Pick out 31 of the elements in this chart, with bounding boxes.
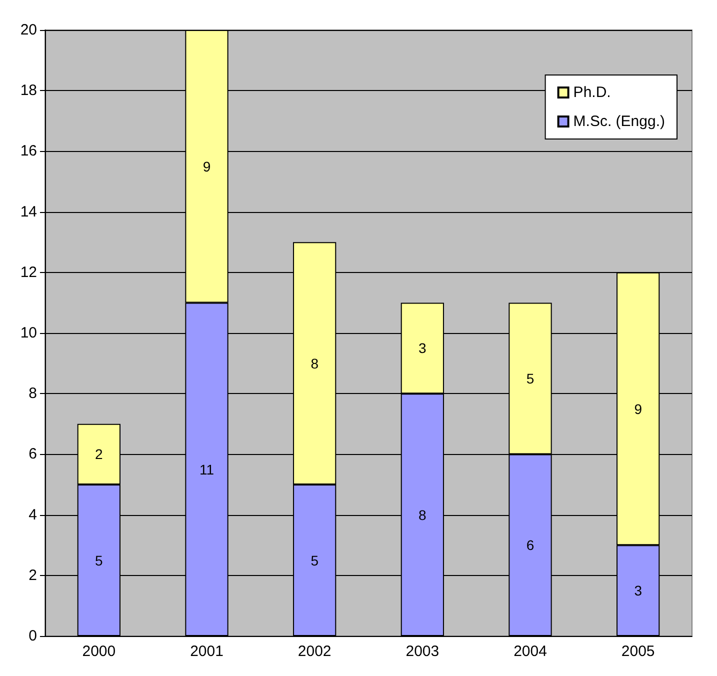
data-label: 8: [418, 506, 427, 523]
y-tick-label: 18: [20, 82, 37, 100]
legend-label: M.Sc. (Engg.): [573, 113, 666, 130]
data-label: 11: [199, 461, 214, 478]
y-tick-label: 4: [28, 506, 37, 524]
data-label: 3: [634, 582, 642, 599]
data-label: 3: [418, 340, 427, 356]
y-tick-label: 10: [20, 324, 37, 342]
data-label: 9: [202, 158, 211, 174]
y-tick-label: 20: [20, 22, 37, 38]
x-tick-label: 2001: [190, 643, 224, 660]
x-tick-label: 2005: [621, 643, 655, 660]
data-label: 6: [526, 537, 534, 554]
y-tick-label: 6: [28, 446, 37, 463]
x-tick-label: 2000: [82, 643, 116, 660]
x-tick-label: 2002: [298, 643, 332, 660]
y-tick-label: 0: [28, 628, 37, 644]
data-label: 2: [95, 446, 104, 462]
legend-label: Ph.D.: [573, 84, 611, 101]
y-tick-label: 16: [20, 142, 37, 160]
data-label: 9: [634, 400, 642, 417]
x-tick-label: 2004: [514, 643, 547, 660]
y-tick-label: 8: [28, 385, 37, 402]
x-tick-label: 2003: [406, 643, 440, 660]
data-label: 5: [310, 552, 319, 568]
y-tick-label: 12: [20, 264, 37, 281]
y-tick-label: 14: [20, 203, 37, 220]
data-label: 5: [95, 552, 104, 568]
data-label: 8: [310, 355, 319, 372]
y-tick-label: 2: [28, 566, 37, 584]
data-label: 5: [526, 370, 534, 386]
